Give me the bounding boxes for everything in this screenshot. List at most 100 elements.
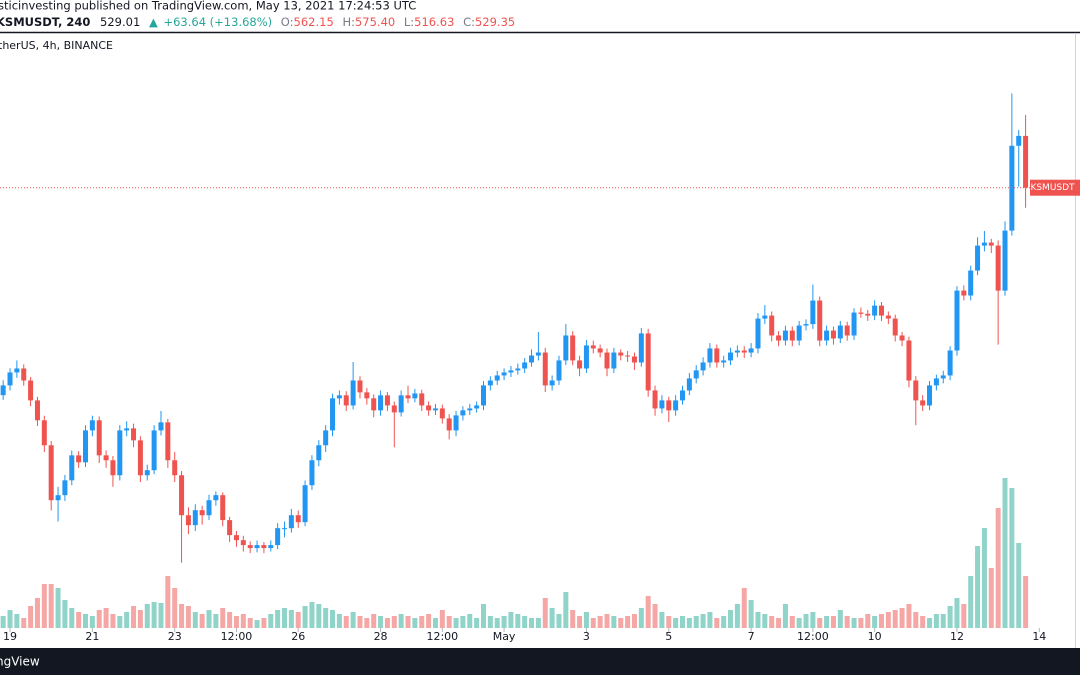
volume-bar: [419, 616, 425, 628]
candle-body: [954, 290, 960, 351]
volume-bar: [96, 610, 102, 628]
volume-bar: [426, 614, 432, 628]
candle-body: [281, 528, 287, 530]
volume-bar: [172, 588, 178, 628]
candle-body: [583, 345, 589, 369]
candle-body: [734, 350, 740, 353]
candle-body: [240, 540, 246, 546]
volume-bar: [707, 612, 713, 628]
volume-bar: [700, 614, 706, 628]
candle-body: [515, 368, 521, 371]
candle-body: [542, 352, 548, 386]
candle-body: [453, 415, 459, 431]
volume-bar: [728, 610, 734, 628]
volume-bar: [968, 576, 974, 628]
candle-body: [776, 335, 782, 341]
volume-bar: [803, 614, 809, 628]
volume-bar: [734, 604, 740, 628]
candle-body: [439, 408, 445, 419]
volume-bar: [947, 606, 953, 628]
candle-body: [0, 385, 6, 396]
volume-bar: [213, 614, 219, 628]
volume-bar: [261, 618, 267, 628]
candle-body: [961, 290, 967, 296]
volume-bar: [281, 608, 287, 628]
candle-body: [76, 455, 82, 463]
volume-bar: [151, 602, 157, 628]
volume-bar: [220, 608, 226, 628]
volume-bar: [618, 618, 624, 628]
symbol-line: KSMUSDT, 240 529.01 ▲ +63.64 (+13.68%) O…: [0, 15, 515, 29]
candle-body: [597, 348, 603, 353]
volume-bar: [741, 588, 747, 628]
candle-body: [741, 350, 747, 353]
candle-body: [995, 245, 1001, 291]
volume-bar: [192, 612, 198, 628]
volume-bar: [625, 616, 631, 628]
volume-bar: [158, 603, 164, 628]
volume-bar: [343, 616, 349, 628]
candle-body: [302, 485, 308, 523]
volume-bar: [501, 616, 507, 628]
volume-bar: [906, 604, 912, 628]
candle-body: [563, 335, 569, 361]
candle-body: [446, 418, 452, 431]
candle-body: [769, 315, 775, 336]
candle-body: [419, 393, 425, 406]
candle-body: [899, 335, 905, 341]
x-tick-label: 23: [168, 630, 182, 643]
candle-body: [254, 545, 260, 549]
volume-bar: [693, 616, 699, 628]
volume-bar: [659, 612, 665, 628]
volume-bar: [645, 596, 651, 628]
candle-body: [432, 408, 438, 411]
volume-bar: [295, 612, 301, 628]
candle-body: [364, 392, 370, 399]
x-tick-label: 12: [950, 630, 964, 643]
ohlc-value: 575.40: [355, 15, 395, 29]
volume-bar: [83, 614, 89, 628]
ohlc-label: O:: [281, 15, 294, 29]
volume-bar: [535, 618, 541, 628]
candle-body: [755, 318, 761, 349]
candle-body: [316, 445, 322, 461]
candle-body: [172, 460, 178, 476]
candle-body: [179, 475, 185, 516]
candle-body: [199, 510, 205, 516]
candle-body: [405, 395, 411, 399]
candle-body: [700, 362, 706, 371]
volume-bar: [920, 616, 926, 628]
volume-bar: [515, 614, 521, 628]
candle-body: [48, 445, 54, 501]
volume-bar: [124, 612, 130, 628]
candle-body: [110, 460, 116, 476]
volume-bar: [529, 618, 535, 628]
volume-bar: [460, 616, 466, 628]
volume-bar: [7, 610, 13, 628]
candle-body: [165, 422, 171, 461]
candle-body: [693, 370, 699, 379]
candle-body: [981, 242, 987, 246]
author-line: sticinvesting published on TradingView.c…: [0, 0, 416, 13]
candle-body: [185, 515, 191, 526]
candle-body: [371, 398, 377, 411]
candle-body: [872, 305, 878, 316]
volume-bar: [206, 610, 212, 628]
volume-bar: [844, 616, 850, 628]
candle-body: [570, 335, 576, 361]
volume-bar: [542, 598, 548, 628]
x-tick-label: 28: [374, 630, 388, 643]
volume-bar: [995, 508, 1001, 628]
candle-body: [309, 460, 315, 486]
volume-bar: [110, 614, 116, 628]
volume-bar: [762, 614, 768, 628]
candle-body: [631, 356, 637, 363]
volume-bar: [494, 618, 500, 628]
candle-body: [151, 430, 157, 471]
volume-bar: [144, 604, 150, 628]
candle-body: [117, 430, 123, 476]
x-tick-label: 5: [665, 630, 672, 643]
candle-body: [975, 245, 981, 271]
candle-body: [968, 270, 974, 296]
